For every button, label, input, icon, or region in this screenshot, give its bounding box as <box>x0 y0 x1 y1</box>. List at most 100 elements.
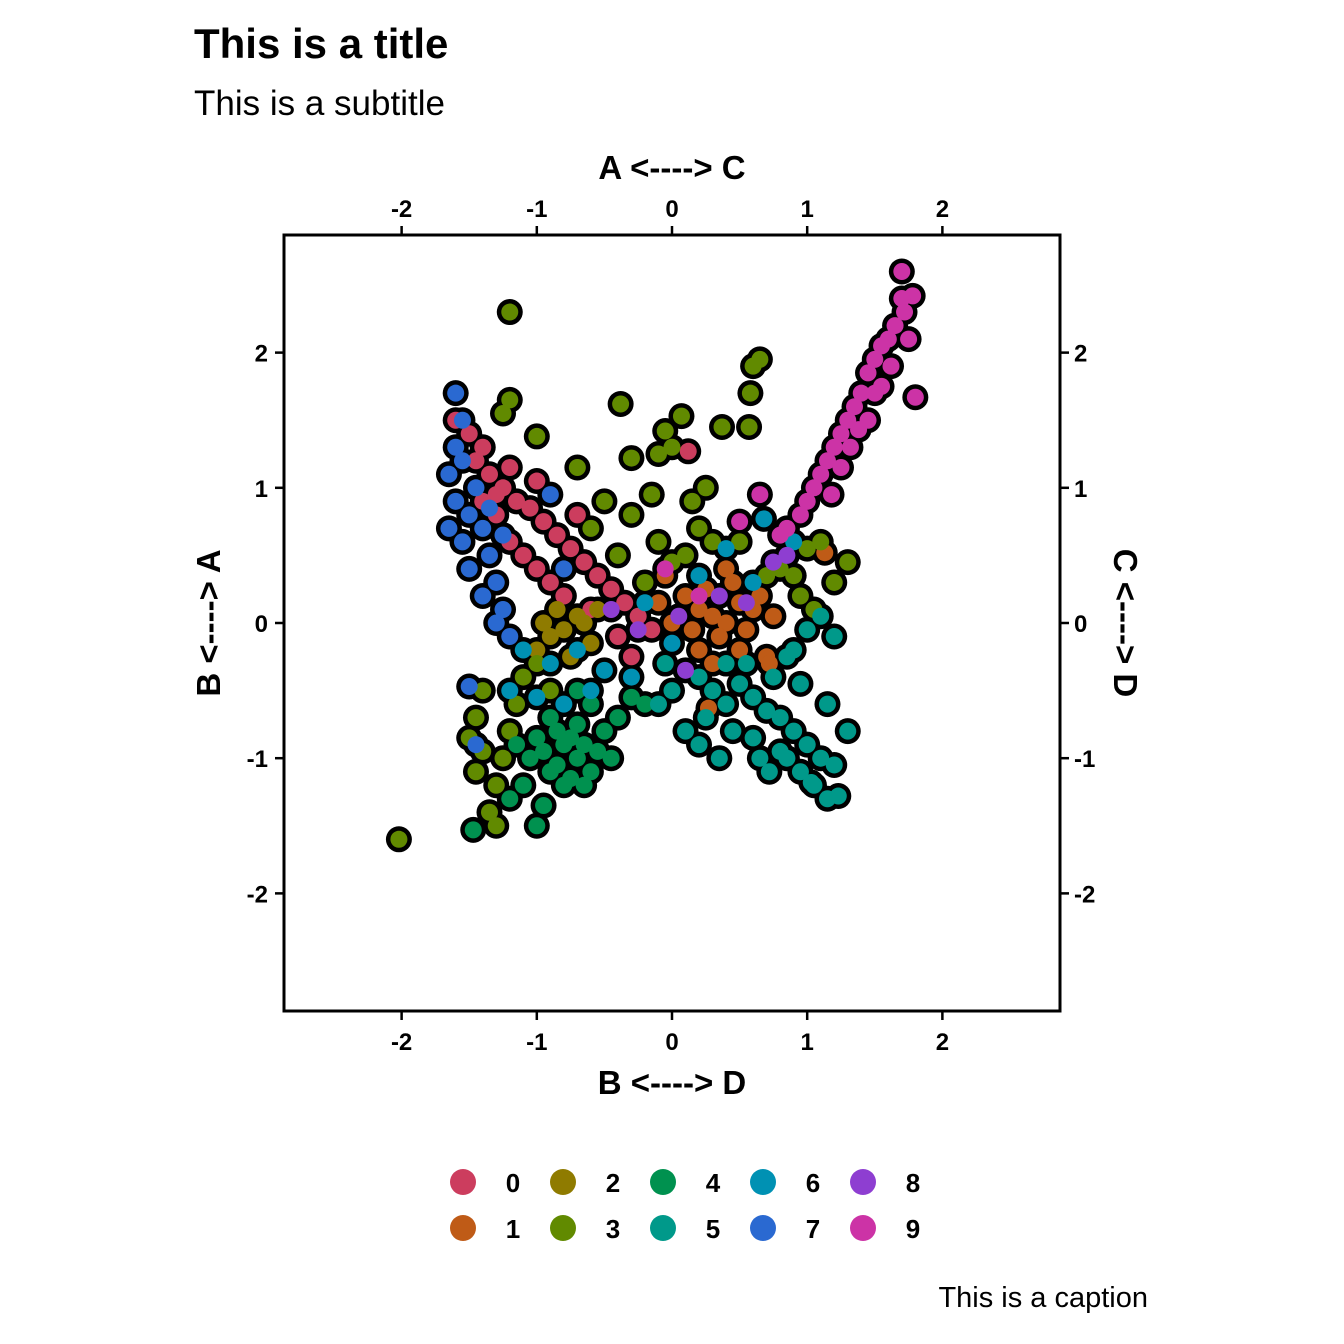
data-point-0-18 <box>514 546 532 564</box>
data-point-6-9 <box>755 510 773 528</box>
data-point-1-3 <box>717 614 735 632</box>
data-point-3-20 <box>622 506 640 524</box>
x-axis-bottom-title: B <----> D <box>598 1064 747 1101</box>
data-point-3-15 <box>643 486 661 504</box>
data-point-7-16 <box>460 560 478 578</box>
data-point-0-15 <box>643 621 661 639</box>
x-bottom-tick-label--2: -2 <box>391 1029 412 1056</box>
data-point-5-1 <box>704 682 722 700</box>
x-bottom-tick-label--1: -1 <box>526 1029 547 1056</box>
data-point-9-8 <box>866 350 884 368</box>
data-point-1-16 <box>704 655 722 673</box>
data-point-5-37 <box>697 709 715 727</box>
y-left-tick-label-1: 1 <box>255 476 268 503</box>
legend-label-9: 9 <box>906 1214 920 1244</box>
y-right-tick-label-0: 0 <box>1074 611 1087 638</box>
data-point-8-0 <box>629 621 647 639</box>
legend-label-7: 7 <box>806 1214 820 1244</box>
data-point-5-3 <box>731 675 749 693</box>
x-top-tick-label-1: 1 <box>801 196 814 223</box>
data-point-9-21 <box>791 506 809 524</box>
data-point-0-23 <box>487 486 505 504</box>
data-point-9-26 <box>841 438 859 456</box>
data-point-3-42 <box>839 553 857 571</box>
legend-key-5 <box>650 1215 676 1241</box>
data-point-5-34 <box>818 695 836 713</box>
data-point-1-11 <box>683 621 701 639</box>
data-point-3-26 <box>467 763 485 781</box>
data-point-2-7 <box>575 614 593 632</box>
legend-label-6: 6 <box>806 1168 820 1198</box>
data-point-7-23 <box>555 560 573 578</box>
data-point-7-5 <box>440 519 458 537</box>
y-right-tick-label--1: -1 <box>1074 746 1095 773</box>
data-point-5-32 <box>744 729 762 747</box>
data-point-7-9 <box>474 519 492 537</box>
data-point-4-13 <box>562 769 580 787</box>
data-point-4-3 <box>562 729 580 747</box>
data-point-0-5 <box>508 492 526 510</box>
data-point-6-4 <box>622 668 640 686</box>
data-point-3-28 <box>487 776 505 794</box>
data-point-9-2 <box>893 290 911 308</box>
data-point-7-1 <box>453 411 471 429</box>
data-point-8-3 <box>764 553 782 571</box>
data-point-4-26 <box>622 688 640 706</box>
data-point-4-23 <box>501 790 519 808</box>
x-top-tick-label-2: 2 <box>936 196 949 223</box>
data-point-3-46 <box>609 546 627 564</box>
data-point-3-16 <box>568 459 586 477</box>
data-point-3-38 <box>785 567 803 585</box>
data-point-9-30 <box>823 486 841 504</box>
data-point-0-12 <box>602 580 620 598</box>
data-point-3-0 <box>501 303 519 321</box>
data-point-5-17 <box>802 774 820 792</box>
data-point-3-33 <box>528 655 546 673</box>
data-point-7-12 <box>494 600 512 618</box>
data-point-0-27 <box>568 506 586 524</box>
data-point-1-0 <box>677 587 695 605</box>
data-point-0-31 <box>622 648 640 666</box>
data-point-6-11 <box>717 540 735 558</box>
data-point-3-51 <box>758 567 776 585</box>
data-point-1-1 <box>690 600 708 618</box>
data-point-5-7 <box>785 722 803 740</box>
y-left-tick-label-2: 2 <box>255 341 268 368</box>
data-point-6-1 <box>541 655 559 673</box>
data-point-7-14 <box>460 678 478 696</box>
data-point-5-18 <box>710 749 728 767</box>
data-point-7-19 <box>453 452 471 470</box>
x-top-tick-label--1: -1 <box>526 196 547 223</box>
data-point-3-21 <box>649 533 667 551</box>
data-point-7-4 <box>447 492 465 510</box>
data-point-3-40 <box>812 533 830 551</box>
data-point-0-7 <box>535 513 553 531</box>
data-point-4-27 <box>636 695 654 713</box>
data-point-3-32 <box>514 668 532 686</box>
legend-label-2: 2 <box>606 1168 620 1198</box>
data-point-4-20 <box>535 797 553 815</box>
data-point-1-2 <box>704 607 722 625</box>
data-point-5-24 <box>649 695 667 713</box>
data-point-6-7 <box>555 695 573 713</box>
data-point-5-27 <box>764 668 782 686</box>
data-point-0-26 <box>528 472 546 490</box>
data-point-4-1 <box>568 749 586 767</box>
data-point-8-2 <box>710 587 728 605</box>
data-point-9-25 <box>859 411 877 429</box>
legend-key-9 <box>850 1215 876 1241</box>
data-point-7-2 <box>447 438 465 456</box>
data-point-9-32 <box>731 513 749 531</box>
data-point-8-5 <box>737 594 755 612</box>
data-point-0-19 <box>528 560 546 578</box>
data-point-4-10 <box>528 729 546 747</box>
x-bottom-tick-label-1: 1 <box>801 1029 814 1056</box>
data-point-5-25 <box>724 722 742 740</box>
data-point-4-17 <box>595 722 613 740</box>
data-point-5-31 <box>825 628 843 646</box>
y-right-tick-label-2: 2 <box>1074 341 1087 368</box>
data-point-7-20 <box>480 499 498 517</box>
data-point-5-16 <box>829 787 847 805</box>
data-point-6-0 <box>514 641 532 659</box>
